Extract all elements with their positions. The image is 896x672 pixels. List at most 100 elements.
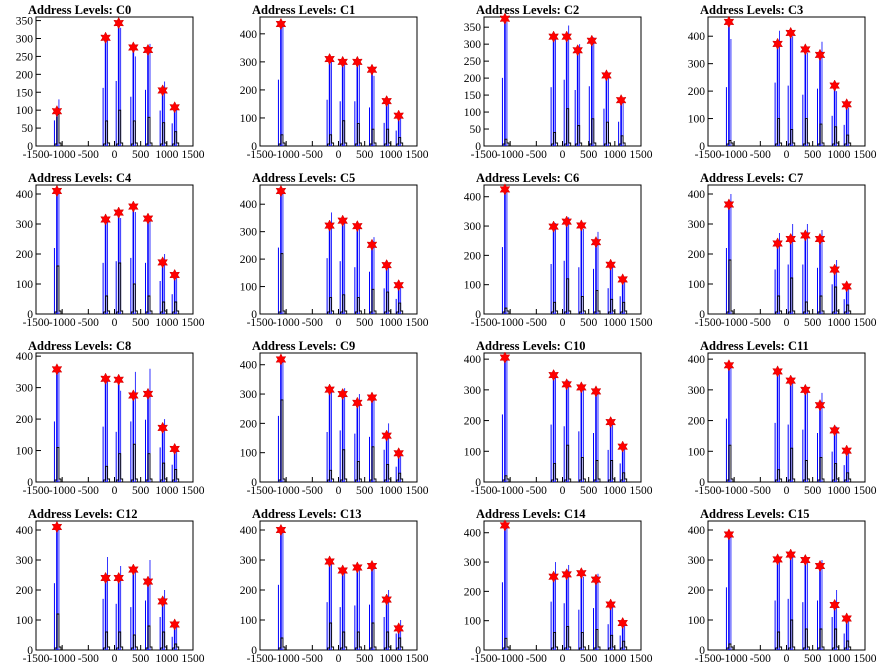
y-tick-label: 400 bbox=[688, 525, 706, 537]
peak-marker bbox=[275, 17, 287, 31]
y-tick-label: 0 bbox=[475, 477, 481, 489]
x-tick-label: 1000 bbox=[155, 149, 178, 161]
x-tick-label: -1000 bbox=[497, 317, 524, 329]
histogram-plot: 0 100 200 300 400 -1500 -1000 -500 0 500 1000 1500 bbox=[240, 352, 429, 497]
x-tick-label: 500 bbox=[356, 149, 374, 161]
peak-marker bbox=[393, 109, 405, 122]
peak-marker bbox=[561, 215, 573, 228]
x-tick-label: -500 bbox=[78, 149, 99, 161]
x-tick-label: 0 bbox=[784, 653, 790, 665]
panel-c10: Address Levels: C10 0 100 200 300 400 -1500 -10… bbox=[448, 336, 672, 504]
peak-marker bbox=[785, 26, 797, 40]
x-tick-label: -1500 bbox=[247, 149, 274, 161]
peak-marker bbox=[337, 55, 349, 69]
y-tick-label: 300 bbox=[240, 389, 258, 401]
overlay-histogram bbox=[502, 637, 510, 650]
peak-marker bbox=[772, 553, 783, 566]
overlay-histogram bbox=[844, 640, 852, 650]
y-tick-label: 300 bbox=[688, 219, 706, 231]
peak-marker bbox=[499, 519, 511, 532]
overlay-histogram bbox=[802, 301, 810, 314]
overlay-histogram bbox=[396, 302, 404, 314]
overlay-histogram bbox=[726, 444, 734, 482]
peak-marker bbox=[100, 571, 111, 585]
y-tick-label: 150 bbox=[16, 87, 34, 99]
peak-marker bbox=[829, 598, 840, 612]
peak-marker bbox=[800, 383, 811, 397]
peak-marker bbox=[590, 236, 602, 249]
chart-title: Address Levels: C13 bbox=[252, 507, 362, 521]
peak-marker bbox=[393, 279, 405, 292]
peak-marker bbox=[381, 429, 392, 442]
y-tick-label: 100 bbox=[16, 279, 34, 291]
overlay-histogram bbox=[817, 456, 825, 482]
overlay-histogram bbox=[160, 462, 168, 482]
peak-marker bbox=[169, 618, 181, 631]
peak-marker bbox=[576, 219, 587, 232]
histogram-plot: 0 100 200 300 400 -1500 -1000 -500 0 500 1000 1500 bbox=[16, 520, 205, 665]
y-tick-label: 100 bbox=[464, 107, 482, 119]
x-tick-label: 500 bbox=[804, 149, 822, 161]
overlay-histogram bbox=[551, 131, 559, 146]
x-tick-label: 1500 bbox=[630, 317, 653, 329]
plot-frame bbox=[35, 184, 194, 315]
x-tick-label: -500 bbox=[750, 149, 771, 161]
overlay-histogram bbox=[278, 253, 286, 314]
overlay-histogram bbox=[604, 121, 611, 146]
y-tick-label: 300 bbox=[688, 555, 706, 567]
x-tick-label: -1500 bbox=[695, 653, 722, 665]
x-tick-label: 1500 bbox=[182, 149, 205, 161]
peak-marker bbox=[337, 387, 349, 401]
x-tick-label: 1000 bbox=[379, 149, 402, 161]
peak-marker bbox=[128, 389, 139, 402]
y-tick-label: 200 bbox=[688, 86, 706, 98]
overlay-histogram bbox=[564, 278, 572, 314]
peak-marker bbox=[142, 43, 154, 57]
y-tick-label: 400 bbox=[16, 525, 34, 537]
y-tick-label: 200 bbox=[16, 249, 34, 261]
y-tick-label: 100 bbox=[688, 615, 706, 627]
overlay-histogram bbox=[340, 294, 348, 314]
x-tick-label: 1500 bbox=[406, 317, 429, 329]
overlay-histogram bbox=[802, 628, 810, 650]
x-tick-label: 0 bbox=[784, 317, 790, 329]
histogram-plot: 0 100 200 300 400 -1500 -1000 -500 0 500 1000 1500 bbox=[240, 16, 429, 161]
chart-title: Address Levels: C12 bbox=[28, 507, 138, 521]
peak-marker bbox=[366, 238, 378, 251]
peak-marker bbox=[51, 105, 63, 118]
peak-marker bbox=[615, 94, 627, 107]
y-tick-label: 200 bbox=[16, 414, 34, 426]
overlay-histogram bbox=[788, 619, 796, 650]
peak-marker bbox=[113, 206, 125, 219]
peak-marker bbox=[113, 16, 125, 30]
peak-marker bbox=[275, 523, 287, 537]
plot-frame bbox=[35, 520, 194, 651]
overlay-histogram bbox=[116, 631, 124, 650]
y-tick-label: 200 bbox=[464, 586, 482, 598]
x-tick-label: -500 bbox=[526, 149, 547, 161]
peak-marker bbox=[366, 559, 378, 573]
peak-marker bbox=[169, 268, 181, 282]
panel-c4: Address Levels: C4 0 100 200 300 400 -1500 -100… bbox=[0, 168, 224, 336]
peak-marker bbox=[393, 622, 405, 635]
y-tick-label: 100 bbox=[464, 616, 482, 628]
x-tick-label: -1500 bbox=[247, 317, 274, 329]
peak-marker bbox=[142, 387, 154, 401]
peak-marker bbox=[576, 567, 587, 580]
x-tick-label: 500 bbox=[580, 485, 598, 497]
y-tick-label: 0 bbox=[27, 477, 33, 489]
y-tick-label: 300 bbox=[240, 227, 258, 239]
peak-marker bbox=[337, 564, 349, 577]
overlay-histogram bbox=[817, 123, 825, 146]
x-tick-label: -1500 bbox=[247, 653, 274, 665]
y-tick-label: 100 bbox=[240, 282, 258, 294]
y-tick-label: 100 bbox=[240, 615, 258, 627]
overlay-histogram bbox=[726, 259, 734, 314]
peak-marker bbox=[723, 359, 735, 372]
y-tick-label: 0 bbox=[475, 309, 481, 321]
peak-marker bbox=[100, 31, 111, 44]
plot-frame bbox=[483, 520, 642, 651]
overlay-histogram bbox=[54, 265, 62, 314]
x-tick-label: 1000 bbox=[603, 485, 626, 497]
histogram-plot: 0 100 200 300 400 -1500 -1000 -500 0 500 1000 1500 bbox=[464, 519, 653, 665]
